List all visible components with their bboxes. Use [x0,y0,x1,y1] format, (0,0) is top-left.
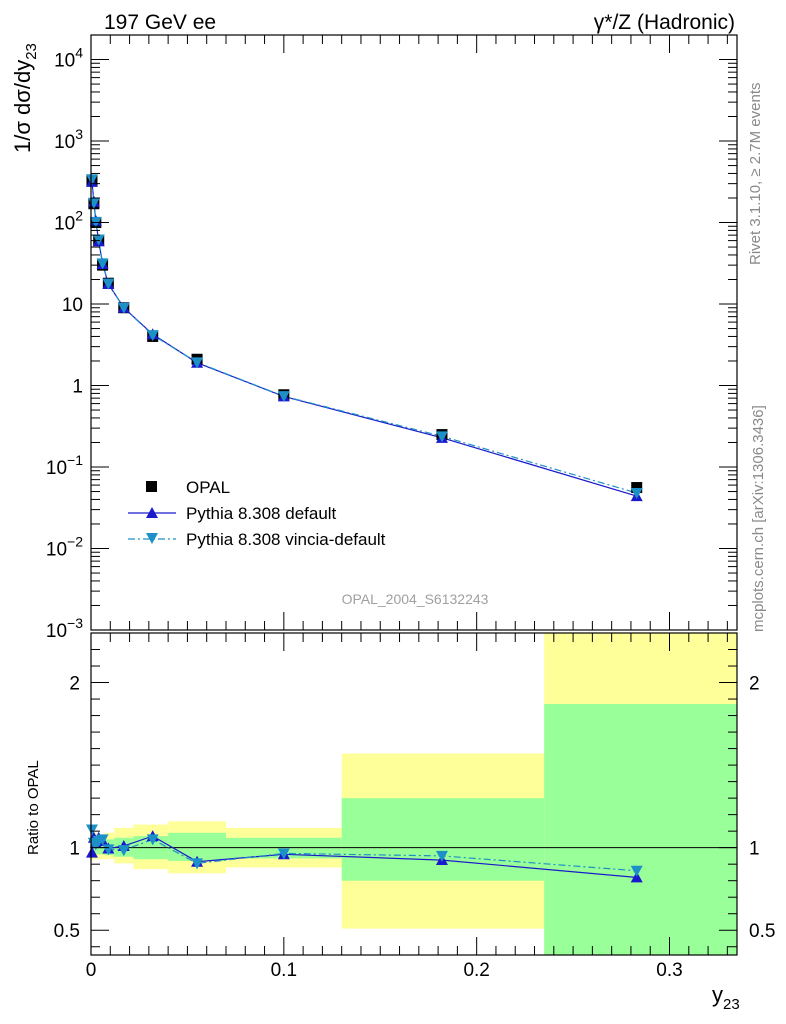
ratio-plot-frame [90,632,738,956]
ratio-y-tick-label-right-1: 1 [749,839,760,860]
main-point-pythia-8-308-vincia-default-10 [435,431,448,443]
main-point-opal-11 [631,482,643,494]
main-y-tick-label-2: 102 [54,208,83,235]
main-plot-frame [90,34,738,631]
ratio-point-pythia-8-308-vincia-default-6 [117,845,130,857]
legend-marker-opal [146,481,157,492]
rivet-label: Rivet 3.1.10, ≥ 2.7M events [747,83,764,266]
main-point-pythia-8-308-vincia-default-8 [191,357,204,369]
main-line-pythia-8-308-vincia-default [91,179,637,494]
analysis-label: OPAL_2004_S6132243 [342,591,489,607]
main-y-tick-label-5: 10−1 [46,452,83,479]
ratio-uncertainty-bands [91,633,737,955]
legend-label-opal: OPAL [186,478,230,497]
main-series-markers [85,174,643,502]
main-y-tick-label-1: 103 [54,126,83,153]
main-y-tick-label-3: 10 [62,295,83,316]
main-y-tick-label-7: 10−3 [46,615,83,642]
x-tick-label-1: 0.1 [271,960,297,981]
main-point-pythia-8-308-vincia-default-0 [85,174,98,186]
ratio-point-pythia-8-308-vincia-default-5 [102,844,115,856]
x-axis-label: y23 [712,982,740,1013]
mcplots-label: mcplots.cern.ch [arXiv:1306.3436] [750,405,767,632]
main-point-pythia-8-308-vincia-default-4 [96,258,109,270]
legend-marker-pythia-vincia [146,533,158,544]
main-y-tick-label-0: 104 [54,45,83,72]
main-line-pythia-8-308-default [91,181,637,497]
ratio-band-inner-11 [544,704,737,955]
legend-label-pythia-default: Pythia 8.308 default [186,504,337,523]
ratio-band-inner-10 [341,798,545,881]
ratio-y-tick-label-right-0: 0.5 [749,921,775,942]
ratio-point-pythia-8-308-vincia-default-7 [146,834,159,846]
main-point-pythia-8-308-vincia-default-6 [117,302,130,314]
x-tick-label-2: 0.2 [463,960,489,981]
main-point-pythia-8-308-vincia-default-9 [277,391,290,403]
ratio-y-tick-label-left-1: 1 [69,839,80,860]
title-right: γ*/Z (Hadronic) [594,11,735,34]
ratio-point-pythia-8-308-default-0 [85,846,98,858]
ratio-point-pythia-8-308-vincia-default-0 [85,824,98,836]
main-y-tick-label-4: 1 [72,377,83,398]
main-point-pythia-8-308-vincia-default-11 [630,487,643,499]
legend-label-pythia-vincia: Pythia 8.308 vincia-default [186,530,386,549]
ratio-point-pythia-8-308-vincia-default-8 [191,858,204,870]
x-tick-label-0: 0 [86,960,97,981]
x-tick-label-3: 0.3 [656,960,682,981]
legend: OPAL Pythia 8.308 default Pythia 8.308 v… [128,478,386,549]
ratio-point-pythia-8-308-vincia-default-10 [435,850,448,862]
ratio-y-tick-label-right-2: 2 [749,674,760,695]
ratio-point-pythia-8-308-vincia-default-4 [96,834,109,846]
legend-marker-pythia-default [146,507,158,518]
main-y-axis-label: 1/σ dσ/dy23 [10,43,40,153]
ratio-y-tick-label-left-0: 0.5 [54,921,80,942]
axis-ticks [90,34,737,955]
ratio-point-pythia-8-308-vincia-default-9 [277,848,290,860]
main-point-pythia-8-308-vincia-default-5 [102,278,115,290]
title-left: 197 GeV ee [104,11,216,34]
main-point-pythia-8-308-vincia-default-7 [146,330,159,342]
ratio-point-pythia-8-308-vincia-default-11 [630,865,643,877]
main-y-tick-label-6: 10−2 [46,534,83,561]
ratio-y-tick-label-left-2: 2 [69,674,80,695]
main-series-lines [91,179,637,497]
ratio-y-axis-label: Ratio to OPAL [25,760,42,855]
main-point-pythia-8-308-vincia-default-3 [92,234,105,246]
ratio-point-pythia-8-308-default-11 [630,871,643,883]
